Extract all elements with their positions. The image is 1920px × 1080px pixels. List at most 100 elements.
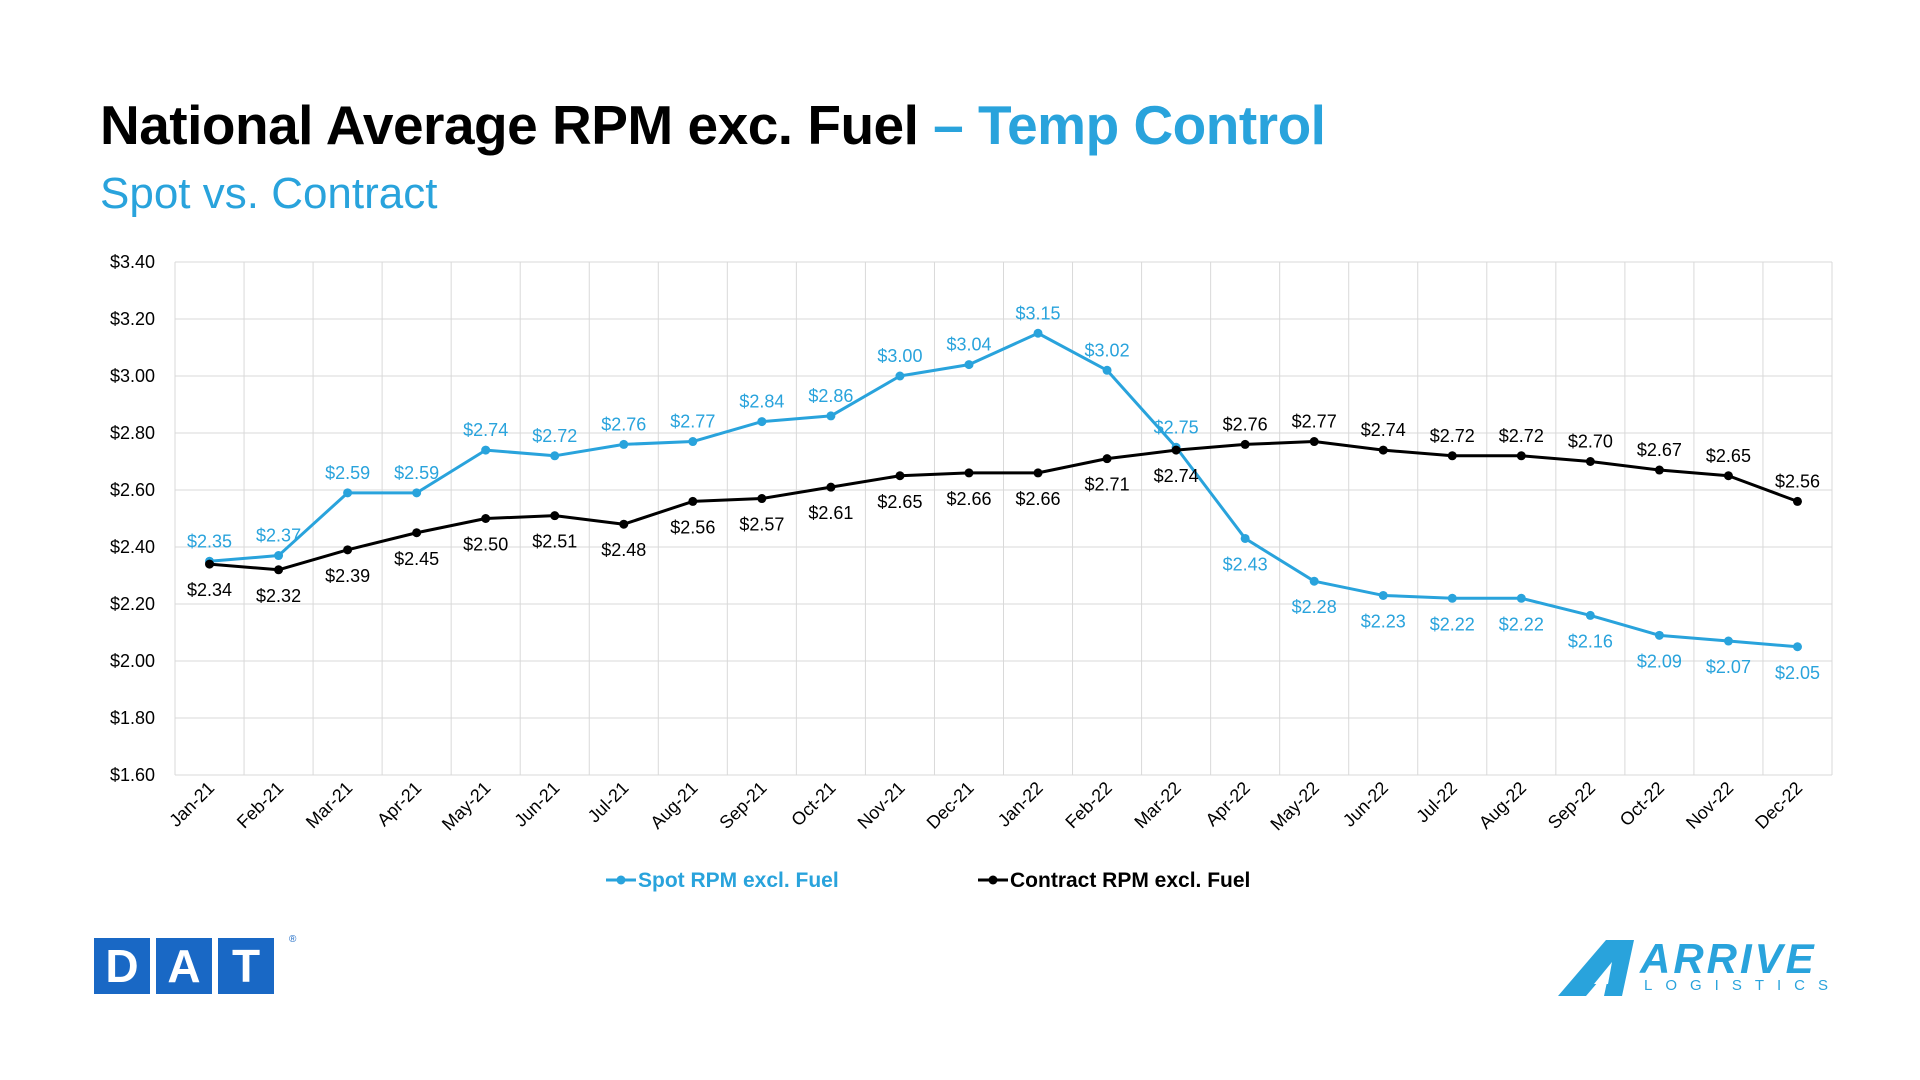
x-tick-label: Dec-21 xyxy=(923,778,978,833)
x-tick-label: Apr-21 xyxy=(373,778,425,830)
spot-data-label: $2.09 xyxy=(1637,651,1682,671)
x-tick-label: Sep-21 xyxy=(715,778,770,833)
contract-data-label: $2.66 xyxy=(946,489,991,509)
x-tick-label: May-22 xyxy=(1266,778,1323,835)
spot-data-point xyxy=(343,488,353,498)
x-tick-label: Jan-22 xyxy=(994,778,1047,831)
x-tick-label: Sep-22 xyxy=(1544,778,1599,833)
spot-data-label: $2.75 xyxy=(1154,417,1199,437)
contract-data-label: $2.51 xyxy=(532,532,577,552)
spot-data-label: $2.43 xyxy=(1223,554,1268,574)
legend-label: Contract RPM excl. Fuel xyxy=(1010,869,1250,892)
arrive-logo-icon xyxy=(1558,940,1634,996)
contract-data-point xyxy=(826,482,836,492)
spot-data-point xyxy=(1309,576,1319,586)
spot-series-line xyxy=(209,331,1798,649)
spot-data-point xyxy=(1792,642,1802,652)
spot-data-label: $3.00 xyxy=(877,346,922,366)
chart-grid xyxy=(174,261,1833,776)
contract-data-point xyxy=(1447,451,1457,461)
contract-data-label: $2.45 xyxy=(394,549,439,569)
y-tick-label: $1.60 xyxy=(110,765,155,785)
y-tick-label: $3.20 xyxy=(110,309,155,329)
contract-data-label: $2.71 xyxy=(1085,475,1130,495)
spot-data-label: $2.05 xyxy=(1775,663,1820,683)
x-tick-label: Jul-21 xyxy=(584,778,633,827)
spot-data-point xyxy=(1723,636,1733,646)
contract-data-point xyxy=(895,471,905,481)
spot-data-label: $3.02 xyxy=(1085,340,1130,360)
x-tick-label: Jan-21 xyxy=(165,778,218,831)
contract-data-label: $2.32 xyxy=(256,586,301,606)
arrive-logo-mark xyxy=(1558,940,1634,996)
spot-data-label: $3.15 xyxy=(1015,303,1060,323)
dat-registered-mark: ® xyxy=(289,934,297,945)
contract-data-label: $2.57 xyxy=(739,515,784,535)
spot-data-label: $2.07 xyxy=(1706,657,1751,677)
contract-data-point xyxy=(1102,454,1112,464)
x-tick-label: Aug-21 xyxy=(646,778,701,833)
contract-data-label: $2.74 xyxy=(1154,466,1199,486)
spot-data-point xyxy=(1516,593,1526,603)
chart-legend: Spot RPM excl. Fuel Contract RPM excl. Fu… xyxy=(606,869,1250,892)
spot-data-point xyxy=(412,488,422,498)
x-tick-label: May-21 xyxy=(438,778,495,835)
spot-data-label: $2.77 xyxy=(670,412,715,432)
dat-logo-letter: D xyxy=(94,938,150,994)
contract-data-point xyxy=(688,496,698,506)
dat-logo: D A T xyxy=(94,938,274,994)
spot-data-point xyxy=(757,417,767,427)
spot-data-point xyxy=(1585,610,1595,620)
y-tick-label: $2.40 xyxy=(110,537,155,557)
spot-data-label: $2.35 xyxy=(187,531,232,551)
spot-data-label: $2.59 xyxy=(394,463,439,483)
spot-data-point xyxy=(481,445,491,455)
legend-swatch-marker xyxy=(616,875,626,885)
contract-data-label: $2.34 xyxy=(187,580,232,600)
contract-data-label: $2.50 xyxy=(463,535,508,555)
contract-data-label: $2.48 xyxy=(601,540,646,560)
y-tick-label: $3.40 xyxy=(110,252,155,272)
spot-data-point xyxy=(826,411,836,421)
x-tick-label: Nov-22 xyxy=(1682,778,1737,833)
spot-data-label: $2.22 xyxy=(1430,614,1475,634)
y-tick-label: $3.00 xyxy=(110,366,155,386)
contract-data-label: $2.65 xyxy=(877,492,922,512)
contract-data-point xyxy=(1240,439,1250,449)
x-tick-label: Feb-21 xyxy=(233,778,287,832)
contract-data-point xyxy=(412,528,422,538)
contract-data-label: $2.66 xyxy=(1015,489,1060,509)
contract-data-label: $2.76 xyxy=(1223,414,1268,434)
contract-data-point xyxy=(274,565,284,575)
contract-data-point xyxy=(205,559,215,569)
spot-data-point xyxy=(1378,590,1388,600)
contract-data-label: $2.61 xyxy=(808,503,853,523)
contract-data-point xyxy=(1654,465,1664,475)
spot-data-point xyxy=(274,551,284,561)
x-tick-label: Mar-21 xyxy=(302,778,356,832)
x-tick-label: Oct-21 xyxy=(787,778,839,830)
contract-data-label: $2.56 xyxy=(1775,471,1820,491)
spot-data-label: $3.04 xyxy=(946,335,991,355)
x-tick-label: Dec-22 xyxy=(1751,778,1806,833)
contract-data-point xyxy=(1585,457,1595,466)
contract-data-point xyxy=(550,511,560,521)
y-tick-label: $2.80 xyxy=(110,423,155,443)
spot-data-label: $2.23 xyxy=(1361,611,1406,631)
data-labels-layer: $2.35 $2.34 $2.37 $2.32 $2.59 $2.39 $2.59 $2.45… xyxy=(187,303,1820,683)
dat-logo-letter: T xyxy=(218,938,274,994)
arrive-logo-icon-inner xyxy=(1594,962,1612,984)
x-axis: Jan-21 Feb-21 Mar-21 Apr-21 May-21 Jun-21 Jul-… xyxy=(165,778,1806,835)
contract-data-label: $2.77 xyxy=(1292,412,1337,432)
legend-label: Spot RPM excl. Fuel xyxy=(638,869,839,892)
series-layer xyxy=(205,328,1802,652)
contract-data-point xyxy=(1723,471,1733,481)
arrive-logo-name: ARRIVE xyxy=(1640,935,1817,982)
spot-data-point xyxy=(1447,593,1457,603)
spot-data-point xyxy=(688,437,698,447)
legend-swatch-marker xyxy=(988,875,998,885)
spot-data-label: $2.28 xyxy=(1292,597,1337,617)
spot-data-label: $2.74 xyxy=(463,420,508,440)
y-tick-label: $2.00 xyxy=(110,651,155,671)
chart-subtitle: Spot vs. Contract xyxy=(100,169,438,218)
